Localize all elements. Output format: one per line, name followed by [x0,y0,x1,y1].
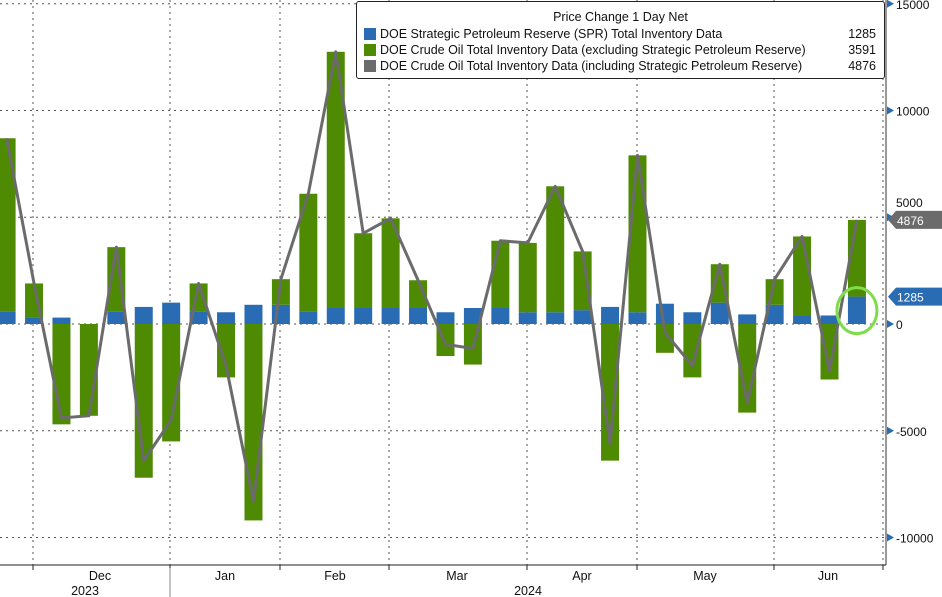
spr-bar [518,312,537,324]
tick-arrow [887,533,894,542]
gridlines [0,0,886,565]
y-axis: 15000 10000 5000 0 -5000 -10000 [885,0,934,565]
x-month-label: Feb [324,569,346,583]
spr-bar [683,312,702,324]
y-tick-label: -5000 [896,425,927,439]
last-value-tags: 4876 1285 [835,210,942,336]
x-month-label: Jun [818,569,838,583]
x-month-label: May [693,569,717,583]
spr-bar [628,312,647,324]
spr-bar [244,304,263,324]
spr-bar [463,307,482,324]
spr-bar [546,312,565,324]
crude-excl-spr-bar [271,279,290,305]
crude-excl-spr-bar [299,193,318,312]
spr-bar [436,312,455,324]
legend-label: DOE Strategic Petroleum Reserve (SPR) To… [380,27,723,41]
crude-excl-spr-bar [601,324,620,461]
crude-excl-spr-bar [381,218,400,308]
crude-excl-spr-bar [354,233,373,308]
x-axis: Dec Jan Feb Mar Apr May Jun 2023 2024 [0,564,886,597]
spr-bar [134,306,153,324]
x-month-label: Apr [572,569,591,583]
spr-bar [107,311,126,324]
highlight-circle [835,286,879,336]
spr-bar [217,312,236,324]
spr-bar [189,311,208,324]
crude-excl-spr-bar [326,51,345,308]
spr-bar [655,303,674,324]
last-value-tag-total: 4876 [897,214,924,228]
spr-bar [0,311,16,324]
crude-excl-spr-bar [546,186,565,313]
x-month-label: Dec [89,569,111,583]
x-year-label: 2024 [514,584,542,597]
crude-excl-spr-bar [52,324,71,425]
legend-value: 1285 [848,27,876,41]
spr-bar [601,306,620,324]
y-tick-label: 5000 [896,196,923,210]
crude-excl-spr-bar [518,242,537,313]
spr-bar [793,315,812,324]
legend-item-spr: DOE Strategic Petroleum Reserve (SPR) To… [357,26,884,42]
x-month-label: Mar [446,569,468,583]
spr-bar [299,311,318,324]
legend-label: DOE Crude Oil Total Inventory Data (excl… [380,43,806,57]
spr-bar [738,314,757,324]
legend-title: Price Change 1 Day Net [553,10,688,24]
spr-bar [162,302,181,324]
spr-bar [491,307,510,324]
spr-bar [409,307,428,324]
crude-excl-spr-bar [107,247,126,312]
legend-swatch-green [364,44,376,56]
total-line [5,50,859,503]
legend-value: 4876 [848,59,876,73]
tick-arrow [887,320,894,328]
spr-bar [25,317,44,324]
last-value-tag-total-bg [888,210,942,229]
spr-bar [326,307,345,324]
legend: Price Change 1 Day Net DOE Strategic Pet… [356,1,885,79]
y-tick-label: -10000 [896,532,934,546]
spr-bar [765,304,784,324]
y-tick-label: 10000 [896,105,930,119]
legend-item-excl-spr: DOE Crude Oil Total Inventory Data (excl… [357,42,884,58]
crude-excl-spr-bar [0,138,16,312]
legend-item-incl-spr: DOE Crude Oil Total Inventory Data (incl… [357,58,884,74]
x-month-label: Jan [215,569,235,583]
y-tick-label: 15000 [896,0,930,12]
spr-bar [354,307,373,324]
legend-value: 3591 [848,43,876,57]
y-tick-label: 0 [896,318,903,332]
tick-arrow [887,426,894,435]
spr-bar [710,302,729,324]
legend-swatch-blue [364,28,376,40]
bars [0,51,866,521]
crude-excl-spr-bar [162,324,181,442]
spr-bar [820,315,839,324]
spr-bar [381,307,400,324]
spr-bar [847,296,866,324]
last-value-tag-spr-bg [888,287,942,306]
crude-excl-spr-bar [683,324,702,378]
crude-excl-spr-bar [738,324,757,413]
spr-bar [52,317,71,324]
crude-excl-spr-bar [573,251,592,311]
crude-excl-spr-bar [134,324,153,478]
tick-arrow [887,0,894,8]
legend-label: DOE Crude Oil Total Inventory Data (incl… [380,59,803,73]
last-value-tag-spr: 1285 [897,291,924,305]
crude-excl-spr-bar [655,324,674,353]
legend-swatch-gray [364,60,376,72]
crude-excl-spr-bar [491,240,510,308]
crude-excl-spr-bar [217,324,236,378]
spr-bar [573,310,592,324]
crude-incl-spr-line [5,50,859,503]
x-year-label: 2023 [71,584,99,597]
tick-arrow [887,106,894,115]
